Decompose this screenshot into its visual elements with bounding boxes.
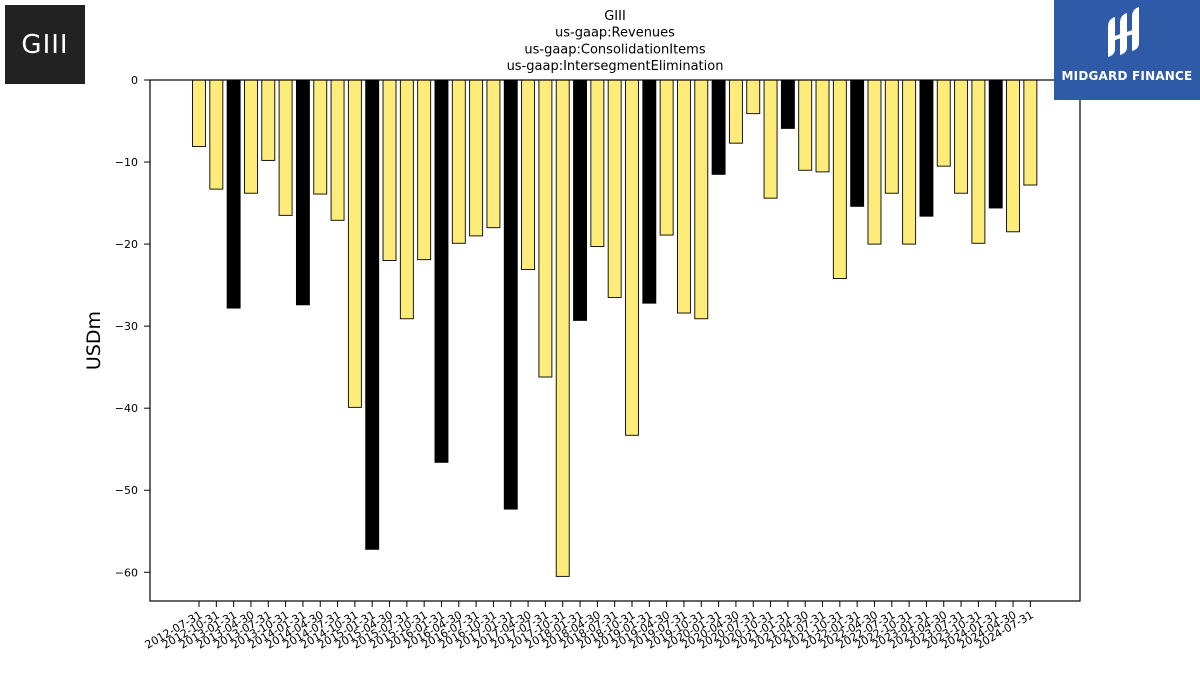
bar-2016-01-31	[434, 79, 449, 463]
bar-2020-04-30	[728, 79, 743, 144]
chart-title: GIII us-gaap:Revenuesus-gaap:Consolidatio…	[507, 9, 724, 74]
bar-2022-01-31	[850, 79, 865, 207]
bar-2019-10-31	[694, 79, 709, 320]
bar-2020-10-31	[763, 79, 778, 199]
bar-2017-04-30	[521, 79, 536, 270]
brand-mark-icon	[1108, 7, 1139, 57]
bar-2013-10-31	[278, 79, 293, 216]
y-tick-label: 0	[131, 74, 138, 87]
bar-2019-04-30	[659, 79, 674, 236]
bar-2021-04-30	[798, 79, 813, 171]
bar-2020-01-31	[711, 79, 726, 175]
bar-2023-01-31	[919, 79, 934, 217]
bar-2015-04-30	[382, 79, 397, 261]
bar-2015-10-31	[417, 79, 432, 261]
bar-2024-01-31	[988, 79, 1003, 209]
chart-title-line: GIII	[604, 9, 626, 24]
y-tick-label: −60	[115, 566, 138, 579]
bar-2022-07-31	[884, 79, 899, 194]
bar-2021-10-31	[832, 79, 847, 280]
bar-2014-07-31	[330, 79, 345, 221]
y-tick-label: −30	[115, 320, 138, 333]
bar-2016-04-30	[451, 79, 466, 244]
bar-2024-07-31	[1023, 79, 1038, 186]
y-tick-label: −50	[115, 484, 138, 497]
y-axis-ticks: 0 −10 −20 −30 −40 −50 −60	[115, 74, 150, 579]
brand-logo: MIDGARD FINANCE	[1054, 0, 1200, 100]
bar-series	[192, 79, 1038, 577]
bar-2015-07-31	[399, 79, 414, 320]
bar-2013-04-30	[244, 79, 258, 194]
bar-2014-01-31	[295, 79, 310, 306]
bar-2018-04-30	[590, 79, 605, 248]
bar-2023-10-31	[971, 79, 986, 244]
chart-title-line: us-gaap:Revenues	[555, 26, 675, 41]
bar-2022-04-30	[867, 79, 882, 245]
y-tick-label: −40	[115, 402, 138, 415]
bar-2018-01-31	[573, 79, 587, 321]
brand-name: MIDGARD FINANCE	[1061, 69, 1193, 83]
bar-2018-10-31	[625, 79, 639, 436]
chart-title-line: us-gaap:IntersegmentElimination	[507, 59, 724, 74]
bar-2021-01-31	[780, 79, 795, 129]
chart-title-line: us-gaap:ConsolidationItems	[524, 42, 705, 57]
bar-2012-07-31	[192, 79, 206, 147]
y-axis-label-text: USDm	[83, 311, 105, 370]
bar-2016-10-31	[486, 79, 501, 229]
bar-2013-01-31	[226, 79, 241, 309]
bar-2015-01-31	[365, 79, 380, 550]
bar-2013-07-31	[261, 79, 276, 161]
bar-2014-04-30	[313, 79, 328, 195]
bar-2021-07-31	[815, 79, 830, 173]
bar-2024-04-30	[1006, 79, 1020, 233]
bar-2019-07-31	[677, 79, 691, 314]
bar-2023-07-31	[954, 79, 969, 194]
plot-frame	[149, 79, 1081, 602]
y-tick-label: −10	[115, 156, 138, 169]
bar-2020-07-31	[746, 79, 761, 115]
bar-2017-07-31	[538, 79, 553, 378]
bar-2022-10-31	[902, 79, 917, 245]
bar-2014-10-31	[347, 79, 362, 408]
y-axis-label: USDm	[83, 311, 105, 370]
y-tick-label: −20	[115, 238, 138, 251]
bar-2017-10-31	[555, 79, 570, 577]
company-logo: GIII	[5, 5, 85, 84]
x-axis-ticks: 2012-07-312012-10-312013-01-312013-04-30…	[143, 601, 1036, 652]
bar-2023-04-30	[936, 79, 951, 167]
bar-2012-10-31	[209, 79, 224, 190]
bar-2018-07-31	[607, 79, 622, 298]
bar-2017-01-31	[503, 79, 518, 510]
bar-2016-07-31	[469, 79, 484, 237]
bar-2019-01-31	[642, 79, 657, 304]
company-logo-text: GIII	[21, 29, 69, 60]
